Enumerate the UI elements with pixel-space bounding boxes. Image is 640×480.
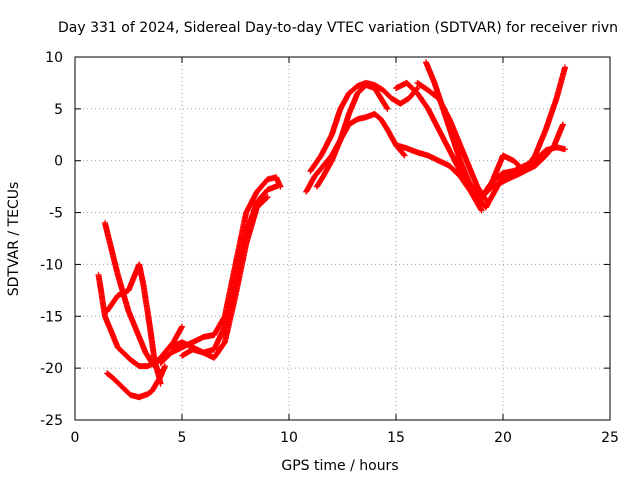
- y-axis-label: SDTVAR / TECUs: [6, 182, 22, 297]
- x-tick-label: 10: [280, 430, 298, 446]
- series-track-e: [157, 174, 284, 366]
- series-marks: [489, 144, 569, 185]
- series-marks: [313, 82, 391, 190]
- series-marks: [307, 79, 421, 175]
- y-tick-label: -15: [40, 309, 63, 325]
- series-track-d: [104, 261, 164, 387]
- x-axis-label: GPS time / hours: [281, 458, 398, 474]
- chart-title: Day 331 of 2024, Sidereal Day-to-day VTE…: [58, 20, 618, 36]
- series-track-m: [393, 142, 485, 214]
- x-tick-label: 25: [601, 430, 619, 446]
- y-tick-label: -20: [40, 361, 63, 377]
- series-track-q: [500, 121, 566, 183]
- y-tick-label: 10: [45, 50, 63, 66]
- grid: [75, 57, 610, 420]
- series-marks: [414, 79, 489, 204]
- x-tick-label: 15: [387, 430, 405, 446]
- series-marks: [179, 194, 271, 361]
- y-tick-label: 5: [54, 102, 63, 118]
- x-tick-label: 5: [178, 430, 187, 446]
- x-tick-label: 0: [71, 430, 80, 446]
- series-marks: [500, 121, 566, 183]
- series-marks: [157, 174, 284, 366]
- data-marks: [95, 59, 569, 401]
- series-marks: [104, 261, 164, 387]
- plot-frame: [74, 56, 611, 421]
- series-track-i: [307, 79, 421, 175]
- series-marks: [104, 363, 168, 401]
- y-tick-label: 0: [54, 154, 63, 170]
- series-track-p: [489, 144, 569, 185]
- axis-ticks: 0 5 10 15 20 25 10 5 0 -5 -10 -15 -20 -25: [40, 50, 619, 446]
- series-track-n: [414, 79, 489, 204]
- series-track-g: [179, 194, 271, 361]
- y-tick-label: -25: [40, 413, 63, 429]
- x-tick-label: 20: [494, 430, 512, 446]
- series-track-c: [104, 363, 168, 401]
- series-track-j: [313, 82, 391, 190]
- series-marks: [393, 142, 485, 214]
- y-tick-label: -10: [40, 257, 63, 273]
- y-tick-label: -5: [49, 206, 63, 222]
